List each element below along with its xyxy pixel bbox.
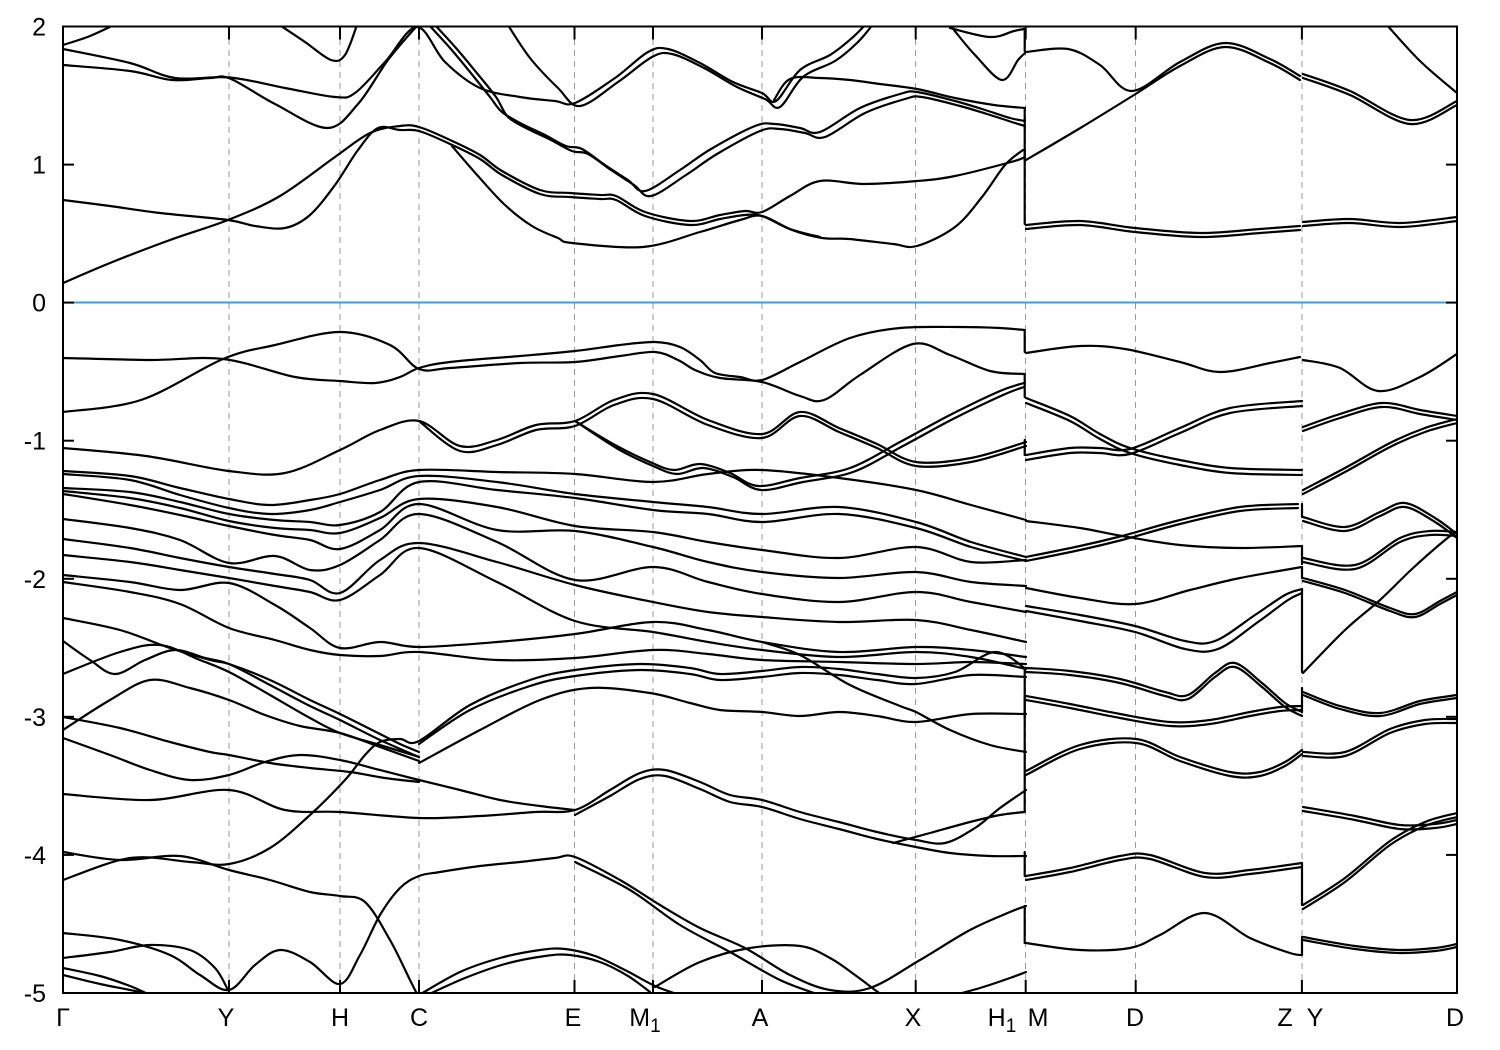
svg-text:0: 0 — [32, 290, 46, 318]
svg-text:-4: -4 — [24, 842, 46, 870]
svg-text:D: D — [1446, 1004, 1464, 1032]
svg-text:Z: Z — [1277, 1004, 1292, 1032]
svg-text:E: E — [565, 1004, 582, 1032]
svg-text:1: 1 — [32, 152, 46, 180]
svg-text:A: A — [752, 1004, 769, 1032]
svg-text:D: D — [1126, 1004, 1144, 1032]
svg-text:-5: -5 — [24, 980, 46, 1008]
svg-text:Γ: Γ — [56, 1004, 70, 1032]
svg-text:X: X — [905, 1004, 922, 1032]
svg-text:-3: -3 — [24, 704, 46, 732]
svg-text:Y: Y — [1307, 1004, 1324, 1032]
svg-text:-1: -1 — [24, 428, 46, 456]
svg-text:M: M — [1028, 1004, 1049, 1032]
svg-text:-2: -2 — [24, 566, 46, 594]
svg-text:C: C — [410, 1004, 428, 1032]
svg-text:Y: Y — [218, 1004, 235, 1032]
svg-text:2: 2 — [32, 14, 46, 42]
svg-text:H: H — [331, 1004, 349, 1032]
